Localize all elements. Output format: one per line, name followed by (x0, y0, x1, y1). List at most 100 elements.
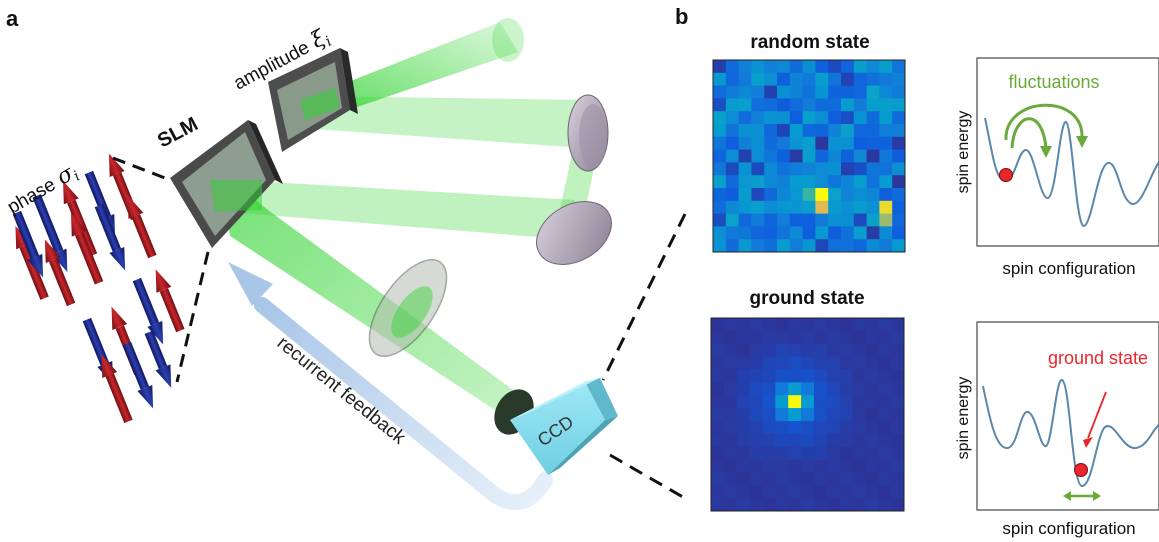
heatmap-cell (865, 485, 879, 499)
random-heatmap-border (712, 59, 906, 253)
heatmap-cell (826, 433, 841, 448)
heatmap-cell (788, 395, 802, 409)
heatmap-cell (736, 408, 751, 422)
amplitude-subscript: i (323, 34, 334, 50)
heatmap-cell (801, 498, 815, 512)
heatmap-cell (865, 343, 879, 358)
heatmap-cell (713, 136, 727, 151)
heatmap-cell (711, 382, 725, 396)
heatmap-cell (749, 485, 763, 499)
heatmap-cell (738, 200, 752, 215)
heatmap-cell (801, 369, 815, 383)
heatmap-cell (788, 485, 802, 499)
heatmap-cell (736, 330, 751, 345)
heatmap-cell (815, 72, 829, 87)
heatmap-cell (841, 226, 855, 240)
heatmap-cell (764, 72, 778, 87)
heatmap-cell (878, 446, 892, 461)
energy-top-ylabel: spin energy (955, 111, 972, 194)
energy-top-xlabel: spin configuration (1002, 259, 1135, 278)
heatmap-cell (738, 149, 752, 163)
heatmap-cell (826, 420, 841, 435)
heatmap-cell (725, 72, 740, 87)
heatmap-cell (775, 318, 789, 332)
heatmap-cell (789, 188, 804, 202)
heatmap-cell (878, 343, 892, 358)
heatmap-cell (789, 85, 804, 99)
heatmap-cell (839, 369, 854, 383)
heatmap-cell (853, 188, 868, 202)
heatmap-cell (878, 459, 892, 473)
heatmap-cell (813, 459, 828, 473)
heatmap-cell (789, 111, 804, 125)
heatmap-cell (725, 149, 740, 163)
heatmap-cell (777, 124, 791, 138)
heatmap-cell (841, 98, 855, 112)
heatmap-cell (852, 408, 866, 422)
heatmap-cell (738, 239, 752, 253)
heatmap-cell (813, 408, 828, 422)
fluctuation-arrow-small (1010, 117, 1048, 149)
heatmap-cell (764, 149, 778, 163)
heatmap-cell (879, 226, 893, 240)
heatmap-cell (723, 382, 738, 396)
heatmap-cell (801, 343, 815, 358)
heatmap-cell (865, 369, 879, 383)
slm-spin-dash-bottom (175, 251, 210, 383)
heatmap-cell (853, 162, 868, 176)
heatmap-cell (723, 498, 738, 512)
width-indicator-right-head (1093, 491, 1101, 501)
heatmap-cell (865, 318, 879, 332)
heatmap-cell (736, 382, 751, 396)
heatmap-cell (801, 459, 815, 473)
heatmap-cell (852, 369, 866, 383)
heatmap-cell (713, 124, 727, 138)
heatmap-cell (775, 369, 789, 383)
heatmap-cell (879, 124, 893, 138)
heatmap-cell (736, 420, 751, 435)
heatmap-cell (892, 136, 906, 151)
heatmap-cell (826, 343, 841, 358)
heatmap-cell (788, 382, 802, 396)
heatmap-cell (802, 85, 816, 99)
heatmap-cell (777, 188, 791, 202)
heatmap-cell (713, 175, 727, 189)
beam-source-glow (492, 18, 524, 62)
heatmap-cell (738, 226, 752, 240)
heatmap-cell (725, 226, 740, 240)
heatmap-cell (828, 175, 842, 189)
heatmap-cell (723, 485, 738, 499)
heatmap-cell (725, 111, 740, 125)
heatmap-cell (828, 239, 842, 253)
heatmap-cell (725, 136, 740, 151)
heatmap-cell (788, 459, 802, 473)
heatmap-cell (725, 162, 740, 176)
heatmap-cell (802, 175, 816, 189)
heatmap-cell (866, 85, 880, 99)
heatmap-cell (711, 472, 725, 486)
heatmap-cell (879, 136, 893, 151)
heatmap-cell (852, 433, 866, 448)
heatmap-cell (828, 85, 842, 99)
heatmap-cell (891, 330, 905, 345)
heatmap-cell (866, 200, 880, 215)
heatmap-cell (711, 420, 725, 435)
heatmap-cell (749, 395, 763, 409)
heatmap-cell (725, 60, 740, 74)
heatmap-cell (813, 446, 828, 461)
heatmap-cell (725, 124, 740, 138)
ground-state-pointer-head (1083, 437, 1093, 448)
heatmap-cell (749, 330, 763, 345)
heatmap-cell (841, 124, 855, 138)
slm-label: SLM (154, 113, 202, 152)
heatmap-cell (725, 98, 740, 112)
heatmap-cell (802, 200, 816, 215)
energy-plot-bottom-frame (976, 321, 1159, 511)
heatmap-cell (751, 124, 765, 138)
heatmap-cell (841, 136, 855, 151)
heatmap-cell (711, 433, 725, 448)
heatmap-cell (813, 382, 828, 396)
spin-up-arrow (127, 195, 157, 259)
spin-down-arrow (144, 330, 172, 388)
heatmap-cell (762, 318, 776, 332)
